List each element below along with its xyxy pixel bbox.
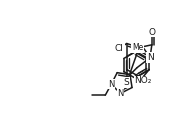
Text: Me: Me [132,43,143,52]
Text: S: S [124,78,130,87]
Text: N: N [108,80,114,89]
Text: NO₂: NO₂ [134,76,152,85]
Text: N: N [117,89,124,98]
Text: N: N [147,53,153,62]
Text: O: O [148,28,155,37]
Text: Cl: Cl [115,44,124,53]
